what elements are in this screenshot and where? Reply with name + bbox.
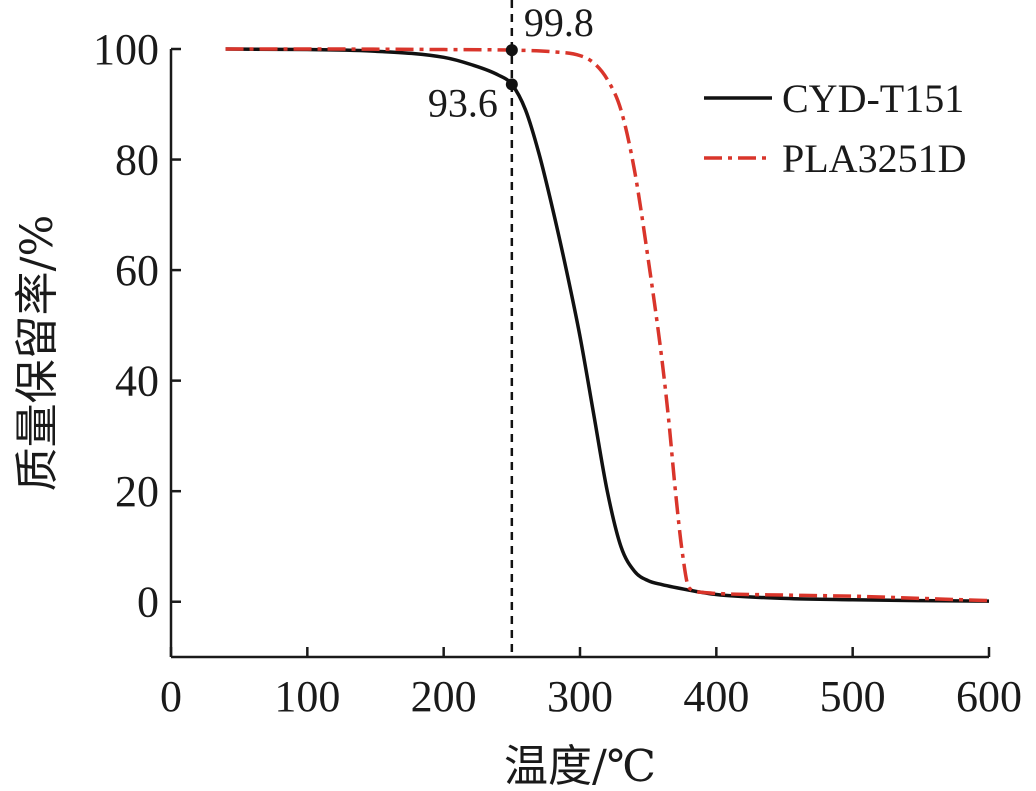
y-tick-label: 80 xyxy=(115,136,159,185)
x-ticks: 0 100 200 300 400 500 600 xyxy=(160,647,1022,721)
x-tick-label: 200 xyxy=(411,672,477,721)
y-tick-label: 100 xyxy=(93,25,159,74)
y-tick-label: 0 xyxy=(137,578,159,627)
y-axis-title: 质量保留率/% xyxy=(12,215,63,492)
x-tick-label: 600 xyxy=(956,672,1022,721)
legend-label: PLA3251D xyxy=(782,136,966,181)
series-line-2 xyxy=(225,47,990,603)
x-tick-label: 0 xyxy=(160,672,182,721)
y-ticks: 0 20 40 60 80 100 xyxy=(93,25,181,627)
annotation-layer: 99.8 93.6 xyxy=(428,0,594,657)
annotation-point xyxy=(505,44,518,57)
legend: CYD-T151 PLA3251D xyxy=(704,76,966,181)
x-tick-label: 500 xyxy=(820,672,886,721)
x-tick-label: 100 xyxy=(274,672,340,721)
y-tick-label: 20 xyxy=(115,467,159,516)
annotation-point xyxy=(505,78,518,91)
legend-label: CYD-T151 xyxy=(782,76,964,121)
x-tick-label: 400 xyxy=(683,672,749,721)
series-line-1 xyxy=(225,47,990,603)
y-tick-label: 40 xyxy=(115,357,159,406)
y-tick-label: 60 xyxy=(115,246,159,295)
series-layer xyxy=(225,47,990,603)
annotation-label: 93.6 xyxy=(428,80,498,125)
x-axis-title: 温度/℃ xyxy=(504,741,656,791)
x-tick-label: 300 xyxy=(547,672,613,721)
annotation-label: 99.8 xyxy=(524,0,594,45)
